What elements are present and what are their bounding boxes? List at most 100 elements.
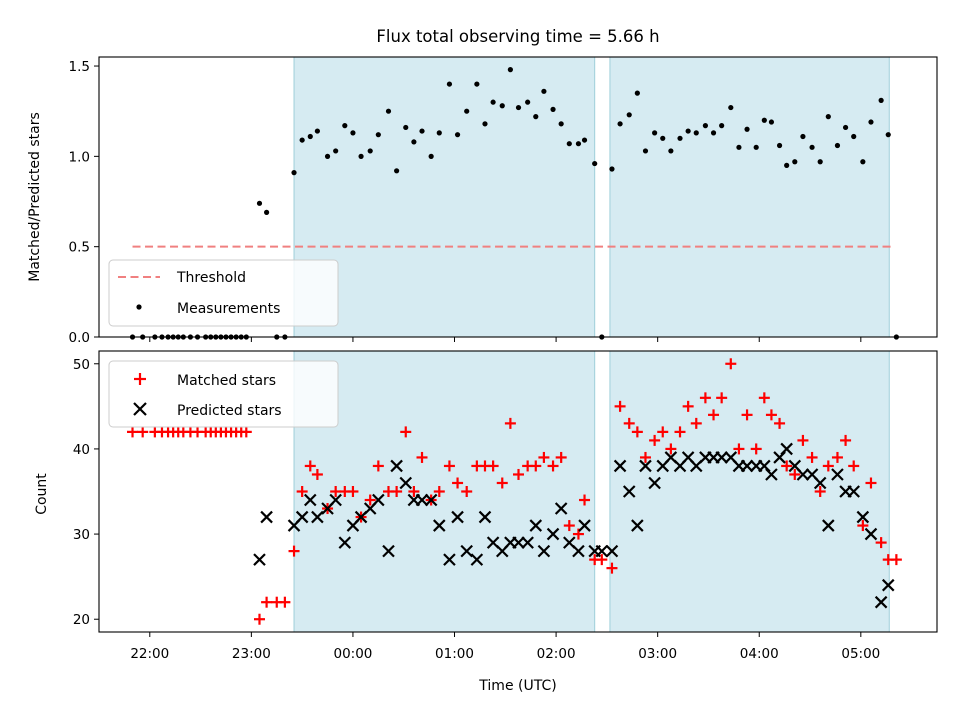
measurement-point	[592, 160, 598, 167]
measurement-point	[324, 153, 331, 159]
predicted-star-point	[390, 459, 403, 473]
measurement-point	[525, 99, 531, 105]
measurement-point	[358, 153, 364, 159]
measurement-point	[710, 130, 717, 136]
measurement-point	[299, 137, 305, 143]
matched-star-point	[579, 494, 591, 506]
matched-star-point	[623, 417, 635, 429]
bottom-y-tick-label: 40	[73, 442, 90, 458]
matched-star-point	[547, 460, 559, 472]
predicted-star-point	[529, 519, 543, 532]
measurement-point	[736, 144, 742, 150]
predicted-star-point	[822, 519, 835, 532]
predicted-star-point	[864, 527, 878, 541]
matched-star-point	[822, 460, 834, 472]
matched-star-point	[674, 426, 686, 438]
matched-star-point	[890, 554, 902, 566]
measurement-point	[375, 132, 381, 138]
bottom-x-ticks: 22:00 23:00 00:00 01:00 02:00 03:00 04:00 05:00	[130, 632, 880, 662]
measurement-point	[385, 108, 392, 114]
matched-star-point	[857, 520, 869, 532]
chart-title: Flux total observing time = 5.66 h	[376, 27, 659, 46]
top-y-tick-label: 1.5	[69, 59, 90, 75]
measurement-point	[474, 81, 480, 87]
predicted-star-point	[572, 544, 585, 558]
predicted-star-point	[451, 510, 464, 524]
predicted-star-point	[595, 544, 609, 558]
matched-star-point	[741, 409, 753, 421]
measurement-point	[784, 162, 790, 168]
top-legend-box	[108, 259, 339, 327]
legend-matched-swatch	[134, 373, 146, 385]
bottom-y-ticks: 20 30 40 50	[73, 357, 99, 628]
matched-star-point	[304, 460, 316, 472]
matched-star-point	[400, 426, 412, 438]
bottom-axes-frame	[98, 350, 938, 633]
measurement-point	[291, 170, 297, 176]
predicted-star-point	[303, 493, 317, 507]
matched-star-point	[347, 486, 359, 497]
predicted-star-point	[780, 442, 793, 456]
predicted-star-point	[740, 459, 754, 473]
x-tick-label: 23:00	[232, 646, 271, 662]
matched-star-point	[690, 417, 702, 429]
measurement-point	[761, 117, 767, 123]
top-y-tick-label: 1.0	[69, 149, 90, 165]
matched-star-point	[504, 417, 516, 429]
predicted-star-point	[554, 502, 568, 515]
matched-star-point	[631, 426, 643, 438]
top-panel-ratio: 0.0 0.5 1.0 1.5 Matched/Predicted stars Thr…	[27, 56, 938, 346]
bottom-y-tick-label: 20	[73, 612, 90, 628]
matched-star-point	[372, 460, 384, 472]
top-y-tick-label: 0.5	[69, 240, 90, 256]
measurement-point	[878, 97, 884, 103]
measurement-point	[541, 88, 547, 94]
legend-measurements-swatch	[136, 304, 142, 310]
measurement-point	[264, 209, 270, 215]
measurement-point	[507, 67, 513, 73]
matched-star-point	[848, 460, 860, 472]
measurement-point	[454, 132, 461, 138]
predicted-star-point	[433, 519, 446, 532]
measurement-point	[550, 106, 556, 112]
matched-star-point	[682, 400, 694, 412]
top-observing-window-2	[609, 56, 890, 338]
matched-star-point	[364, 494, 376, 506]
measurement-point	[702, 123, 709, 129]
legend-predicted-label: Predicted stars	[177, 403, 282, 419]
matched-star-point	[875, 537, 887, 549]
measurement-point	[367, 148, 373, 154]
matched-star-point	[774, 417, 786, 429]
matched-star-points	[127, 358, 902, 625]
measurement-point	[314, 128, 320, 134]
matched-star-point	[814, 486, 826, 497]
predicted-star-point	[796, 468, 810, 481]
measurement-point	[499, 103, 505, 109]
top-x-ticks	[149, 337, 862, 342]
top-y-axis-label: Matched/Predicted stars	[27, 112, 43, 282]
matched-star-point	[649, 434, 661, 446]
matched-star-point	[127, 426, 139, 438]
predicted-star-point	[813, 476, 827, 490]
legend-matched-label: Matched stars	[177, 373, 276, 389]
matched-star-point	[765, 409, 777, 421]
predicted-star-point	[831, 468, 844, 481]
legend-measurements-label: Measurements	[177, 301, 280, 317]
x-tick-label: 03:00	[638, 646, 677, 662]
measurement-point	[575, 141, 582, 147]
measurement-point	[617, 121, 623, 127]
predicted-star-point	[399, 476, 413, 490]
matched-star-point	[433, 486, 445, 497]
predicted-star-point	[881, 578, 895, 592]
matched-star-point	[733, 443, 745, 455]
predicted-star-point	[311, 510, 324, 524]
measurement-point	[342, 123, 348, 129]
measurement-point	[436, 130, 442, 136]
bottom-panel-counts: 20 30 40 50 22:00 23:00 00:00 01:00 02:00 03:00 0…	[34, 350, 938, 694]
predicted-star-point	[847, 485, 860, 498]
predicted-star-point	[470, 553, 484, 566]
measurement-point	[609, 166, 615, 172]
matched-star-point	[563, 520, 575, 532]
matched-star-point	[657, 426, 669, 438]
predicted-star-point	[382, 544, 395, 558]
